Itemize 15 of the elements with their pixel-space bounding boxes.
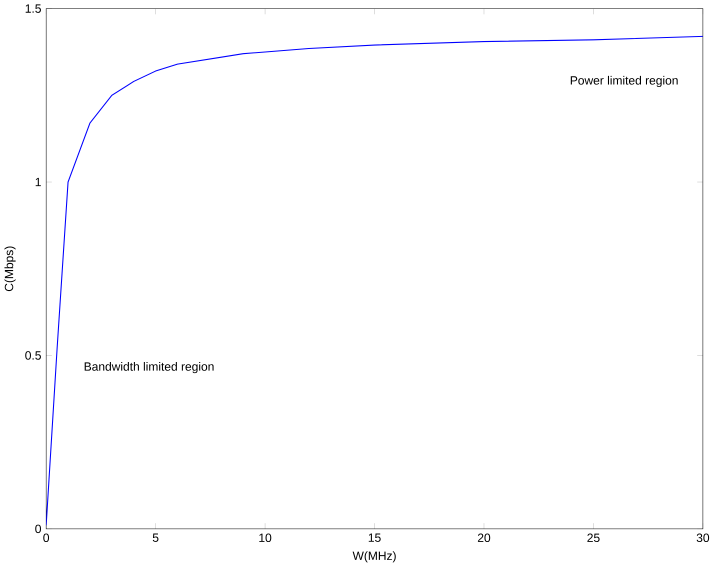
x-tick-label: 25	[587, 534, 600, 542]
annotation: Power limited region	[570, 76, 678, 88]
y-tick-label: 0.5	[25, 351, 41, 360]
x-tick-label: 30	[696, 534, 710, 542]
annotation: Bandwidth limited region	[84, 362, 214, 374]
x-tick-label: 5	[152, 534, 158, 542]
x-tick-label: 20	[478, 534, 490, 542]
y-tick-label: 1.5	[26, 4, 41, 13]
y-axis-title: C(Mbps)	[4, 246, 16, 292]
y-tick-label: 1	[36, 178, 41, 186]
y-tick-label: 0	[35, 524, 41, 534]
x-tick-label: 15	[368, 534, 381, 542]
x-axis-title: W(MHz)	[352, 551, 396, 562]
x-tick-label: 0	[43, 534, 50, 542]
x-tick-label: 10	[259, 534, 272, 542]
